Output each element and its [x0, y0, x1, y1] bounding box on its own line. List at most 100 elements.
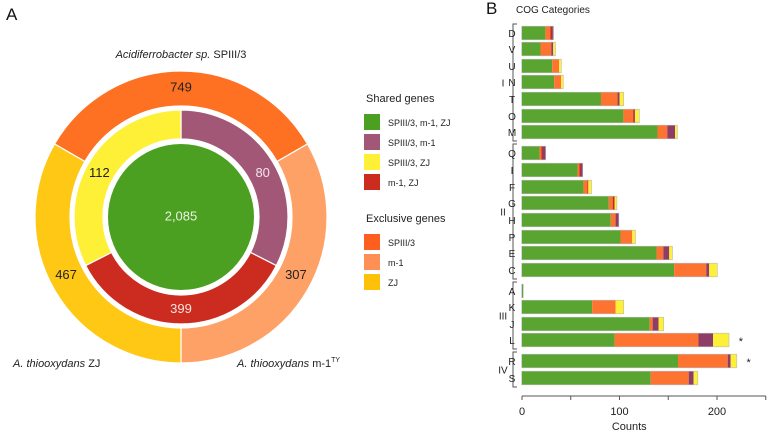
category-label: M — [508, 128, 516, 139]
bar-segment — [539, 146, 542, 160]
category-label: D — [508, 29, 515, 40]
donut-chart: 2,085 80 399 112 749 307 467 — [34, 70, 328, 364]
legend-swatch — [364, 274, 380, 290]
legend-swatch — [364, 114, 380, 130]
outer-value-label: 749 — [170, 79, 192, 94]
bar-segment — [554, 75, 561, 89]
bar-segment — [600, 92, 618, 106]
category-label: N — [508, 78, 515, 89]
bar-segment — [588, 180, 592, 194]
category-label: R — [508, 357, 515, 368]
category-label: U — [508, 62, 515, 73]
category-label: V — [509, 45, 516, 56]
bar-segment — [540, 42, 552, 56]
bar-segment — [633, 109, 635, 123]
bar-segment — [542, 146, 546, 160]
bar-segment — [614, 196, 617, 210]
bar-segment — [675, 125, 678, 139]
bar-segment — [619, 92, 624, 106]
group-label: I — [502, 79, 505, 90]
category-label: E — [509, 249, 516, 260]
bar-segment — [688, 371, 694, 385]
group-bracket — [512, 351, 517, 388]
bar-segment — [522, 371, 651, 385]
category-label: A — [509, 287, 516, 298]
group-label: IV — [498, 366, 508, 377]
inner-ring-segment-spiii-3-zj — [73, 109, 182, 267]
bar-segment — [580, 163, 583, 177]
bar-segment — [552, 26, 554, 40]
bar-annotation: * — [747, 357, 752, 369]
group-bracket — [512, 281, 517, 350]
bar-segment — [656, 246, 664, 260]
category-label: G — [508, 199, 516, 210]
bar-segment — [632, 230, 636, 244]
bar-segment — [522, 317, 650, 331]
legend-swatch — [364, 134, 380, 150]
bar-segment — [617, 92, 620, 106]
bar-segment — [649, 317, 653, 331]
bar-segment — [583, 180, 588, 194]
bar-segment — [614, 333, 699, 347]
category-label: J — [510, 320, 515, 331]
bar-segment — [669, 246, 673, 260]
category-label: H — [508, 216, 515, 227]
organism-label-zj: A. thiooxydans ZJ — [12, 358, 100, 370]
bar-segment — [579, 163, 581, 177]
bar-segment — [620, 230, 633, 244]
x-tick-label: 100 — [610, 406, 628, 418]
bar-segment — [663, 246, 670, 260]
bar-segment — [561, 75, 563, 89]
center-circle — [108, 144, 254, 290]
bar-segment — [522, 59, 553, 73]
panel-label-a: A — [6, 5, 18, 24]
legend-swatch — [364, 174, 380, 190]
bar-segment — [709, 263, 717, 277]
bar-segment — [635, 109, 639, 123]
bar-segment — [610, 213, 616, 227]
bar-segment — [553, 42, 556, 56]
inner-value-label: 80 — [255, 165, 269, 180]
bar-chart-title: COG Categories — [516, 5, 590, 16]
bar-segment — [522, 75, 555, 89]
category-label: L — [509, 336, 515, 347]
bar-segment — [730, 354, 737, 368]
legend-item-label: m-1, ZJ — [388, 178, 419, 188]
legend-item-label: ZJ — [388, 278, 398, 288]
bar-segment — [693, 371, 698, 385]
bar-segment — [522, 263, 675, 277]
bar-segment — [522, 26, 546, 40]
bar-segment — [615, 300, 624, 314]
bar-segment — [706, 263, 710, 277]
bar-segment — [550, 26, 553, 40]
bar-segment — [608, 196, 613, 210]
legend-item-label: SPIII/3 — [388, 238, 415, 248]
bar-segment — [522, 213, 611, 227]
x-tick-label: 0 — [519, 406, 525, 418]
bar-annotation: * — [739, 336, 744, 348]
bar-segment — [650, 371, 689, 385]
legend: Shared genes SPIII/3, m-1, ZJ SPIII/3, m-1… — [364, 93, 451, 290]
bar-segment — [522, 146, 540, 160]
outer-value-label: 467 — [55, 267, 77, 282]
bar-segment — [522, 246, 657, 260]
x-axis-label: Counts — [612, 421, 647, 433]
bar-segment — [545, 26, 551, 40]
group-label: III — [499, 312, 507, 323]
legend-swatch — [364, 254, 380, 270]
category-label: Q — [508, 149, 516, 160]
category-label: F — [509, 183, 515, 194]
category-label: O — [508, 112, 516, 123]
bar-segment — [552, 59, 560, 73]
organism-labels: Acidiferrobacter sp. SPIII/3 A. thiooxyda… — [12, 49, 340, 370]
bar-segment — [559, 59, 561, 73]
bar-segment — [615, 213, 619, 227]
bar-segment — [522, 284, 523, 298]
bar-segment — [657, 125, 668, 139]
bar-segment — [522, 333, 615, 347]
inner-value-label: 399 — [170, 301, 192, 316]
bar-segment — [634, 109, 636, 123]
bar-segment — [623, 109, 634, 123]
